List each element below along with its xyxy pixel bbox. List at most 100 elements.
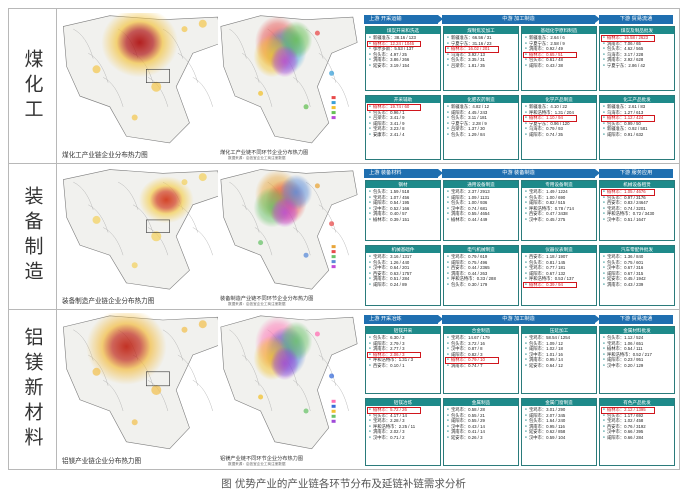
city-entry: 乌海市：3.17 / 228 [603,52,672,58]
city-entry: 延安市：0.62 / 858 [525,429,594,435]
city-entry: 宝鸡市：3.16 / 1317 [369,254,438,260]
city-entry: 咸阳市：0.23 / 951 [603,357,672,363]
city-entry: 宝鸡市：0.74 / 3201 [603,206,672,212]
segment-spot [329,221,335,227]
city-entry: 榆林市：0.39 / 151 [369,217,438,223]
district-boundary [88,204,109,233]
segment-spot [314,331,320,337]
heat-spot [198,173,207,182]
city-entry: 咸阳市：0.67 / 315 [603,271,672,277]
highlighted-city-entry: 榆林市：16.02 / 201 [447,46,516,52]
segment-hotspot [270,197,299,228]
city-entry: 新疆准东：2.64 / 6 [525,35,594,41]
city-entry: 呼和浩特市：0.72 / 3430 [603,211,672,217]
city-entry: 渭南市：0.92 / 49 [525,46,594,52]
city-entry: 咸阳市：0.55 / 29 [447,418,516,424]
industry-label: 煤化工 [9,9,57,163]
city-entry: 宝鸡市：2.28 / 3 [369,418,438,424]
district-boundary [103,380,124,412]
segment-box: 煤制焦炭加工新疆准东：66.56 / 31宁夏宁东：31.16 / 23榆林市：… [443,26,519,91]
segment-hotspot [270,346,299,381]
heat-spot [131,419,138,426]
city-entry: 汉中市：0.43 / 14 [447,424,516,430]
district-boundary [331,380,349,412]
city-entry: 延安市：0.64 / 12 [525,363,594,369]
segment-title: 煤炭开采和洗选 [366,27,440,34]
city-entry: 渭南市：0.40 / 57 [369,211,438,217]
segment-list: 榆林市：19.74 / 60包头市：0.96 / 1吕梁市：3.41 / 9咸阳… [366,103,440,137]
segment-list: 新疆准东：38.16 / 123榆林市：12.24 / 1046鄂尔多斯：5.5… [366,34,440,68]
city-entry: 吕梁市：1.81 / 35 [447,63,516,69]
map-source: 数据来源：启信宝企业工商注册数据 [228,156,286,160]
city-entry: 吕梁市：1.37 / 30 [447,126,516,132]
segment-box: 化学产品制造新疆准东：4.10 / 22呼和浩特市：1.31 / 204榆林市：… [521,95,597,160]
segment-list: 宝鸡市：0.58 / 28包头市：0.55 / 21咸阳市：0.55 / 29汉… [444,406,518,440]
segment-box: 合金制造宝鸡市：14.67 / 179包头市：3.72 / 16汉中市：0.87… [443,326,519,394]
segment-list: 包头市：1.59 / 518宝鸡市：1.07 / 456咸阳市：0.54 / 1… [366,188,440,222]
heat-spot [92,215,101,224]
map-caption: 铝镁产业链企业分布热力图 [62,458,142,465]
map-source: 数据来源：启信宝企业工商注册数据 [228,462,286,466]
district-boundary [73,28,94,59]
city-entry: 包头市：1.17 / 692 [603,413,672,419]
segment-title: 专用设备制造 [522,181,596,188]
city-entry: 汉中市：0.45 / 275 [525,217,594,223]
city-entry: 汉中市：0.74 / 681 [447,206,516,212]
city-entry: 包头市：0.30 / 179 [447,282,516,288]
city-entry: 呼和浩特市：0.52 / 217 [603,352,672,358]
city-entry: 呼和浩特市：2.25 / 11 [369,424,438,430]
district-boundary [192,77,213,107]
segment-box: 通用设备制造宝鸡市：2.37 / 2913咸阳市：1.09 / 1131包头市：… [443,180,519,241]
segment-spot [314,30,320,36]
city-entry: 宝鸡市：14.67 / 179 [447,335,516,341]
segment-spot [314,183,320,189]
segment-title: 煤制焦炭加工 [444,27,518,34]
city-entry: 呼和浩特市：1.31 / 3 [369,357,438,363]
city-entry: 延安市：0.26 / 3 [447,435,516,441]
segment-list: 包头市：1.12 / 524宝鸡市：1.06 / 651榆林市：0.54 / 1… [600,334,674,368]
stage-tab: 上游 开采冶炼 [364,315,443,324]
stage-tab: 中游 加工制造 [442,15,600,24]
heat-spot [198,19,207,28]
segment-box: 化工产品批发新疆准东：2.61 / 83乌海市：1.27 / 613榆林市：1.… [599,95,675,160]
highlighted-city-entry: 榆林市：12.24 / 1046 [369,41,438,47]
heat-spot [92,65,101,74]
segment-list: 包头市：6.30 / 3咸阳市：2.79 / 3渭南市：2.77 / 3榆林市：… [366,334,440,368]
heat-spot [151,231,162,242]
segment-title: 压延加工 [522,327,596,334]
segment-list: 新疆准东：4.82 / 12咸阳市：4.45 / 243包头市：3.11 / 1… [444,103,518,137]
segment-title: 金属制品 [444,399,518,406]
legend-swatch [331,404,336,408]
district-boundary [318,204,337,233]
city-entry: 渭南市：0.74 / 7 [447,363,516,369]
segment-title: 仪器仪表制造 [522,246,596,253]
segment-title: 机械基础件 [366,246,440,253]
district-boundary [331,227,349,256]
city-entry: 汉中市：0.59 / 104 [525,435,594,441]
district-boundary [254,77,273,107]
district-boundary [177,53,198,83]
district-boundary [293,380,311,412]
stage-tab: 上游 装备材料 [364,169,443,178]
city-entry: 渭南市：0.51 / 284 [369,276,438,282]
city-entry: 宁夏宁东：0.96 / 120 [525,121,594,127]
legend-swatch [331,419,336,423]
map-caption: 煤化工产业链企业分布热力图 [62,152,148,159]
segment-title: 钢材 [366,181,440,188]
segment-list: 宝鸡市：1.49 / 1224包头市：1.00 / 690咸阳市：0.82 / … [522,188,596,222]
heatmap-panel [60,308,226,453]
province-boundary [220,169,358,290]
industry-label-text: 装备制造 [21,186,44,286]
city-entry: 咸阳市：1.02 / 18 [525,346,594,352]
city-entry: 渭南市：0.95 / 116 [525,424,594,430]
row-divider [9,309,679,310]
map-source: 数据来源：启信宝企业工商注册数据 [228,302,286,306]
city-entry: 宝鸡市：58.54 / 1254 [525,335,594,341]
city-entry: 包头市：4.97 / 25 [369,52,438,58]
segment-spot [258,90,264,96]
city-entry: 新疆准东：4.10 / 22 [525,104,594,110]
city-entry: 宁夏宁东：31.16 / 23 [447,41,516,47]
city-entry: 咸阳市：0.67 / 132 [525,271,594,277]
segment-heatmap-map [218,13,360,147]
city-entry: 渭南市：0.55 / 4654 [447,211,516,217]
